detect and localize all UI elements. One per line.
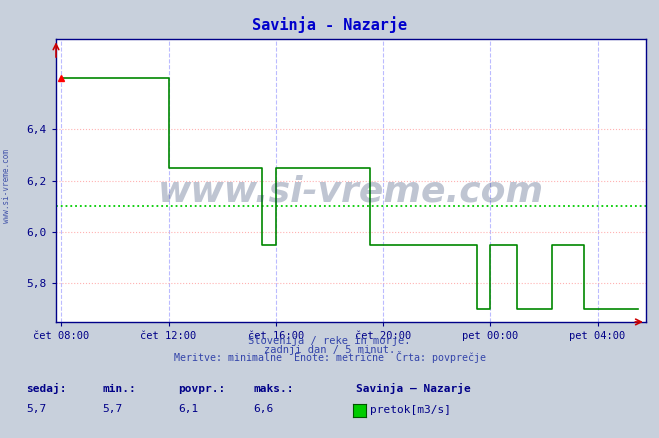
Text: Savinja - Nazarje: Savinja - Nazarje [252,16,407,32]
Text: povpr.:: povpr.: [178,384,225,394]
Text: Savinja – Nazarje: Savinja – Nazarje [356,383,471,394]
Text: 6,1: 6,1 [178,404,198,414]
Text: 5,7: 5,7 [26,404,47,414]
Text: sedaj:: sedaj: [26,383,67,394]
Text: zadnji dan / 5 minut.: zadnji dan / 5 minut. [264,345,395,355]
Text: 6,6: 6,6 [254,404,274,414]
Text: min.:: min.: [102,384,136,394]
Text: pretok[m3/s]: pretok[m3/s] [370,405,451,415]
Text: 5,7: 5,7 [102,404,123,414]
Text: www.si-vreme.com: www.si-vreme.com [2,149,11,223]
Text: Meritve: minimalne  Enote: metrične  Črta: povprečje: Meritve: minimalne Enote: metrične Črta:… [173,351,486,364]
Text: www.si-vreme.com: www.si-vreme.com [158,175,544,209]
Text: Slovenija / reke in morje.: Slovenija / reke in morje. [248,336,411,346]
Text: maks.:: maks.: [254,384,294,394]
